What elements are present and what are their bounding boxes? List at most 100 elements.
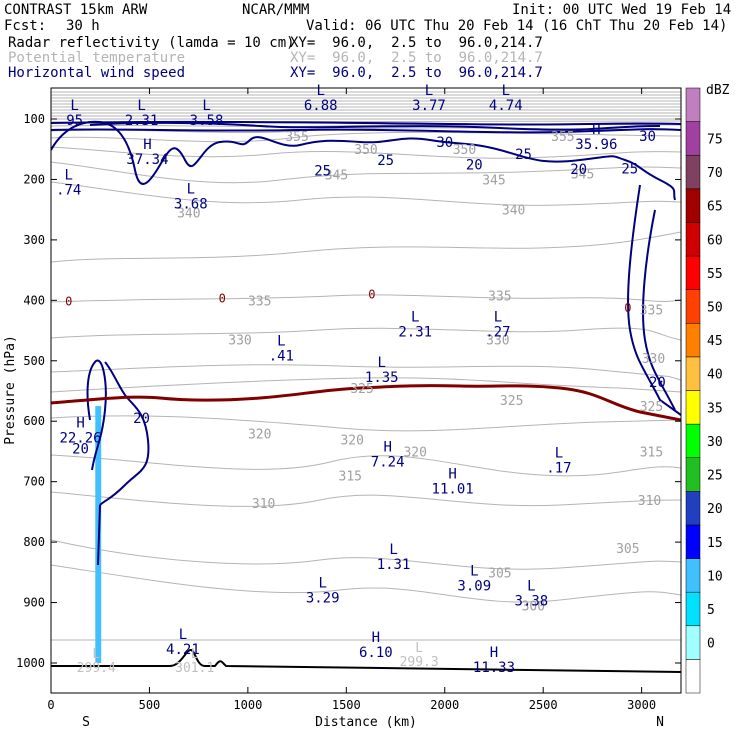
y-tick-label: 700	[23, 475, 45, 489]
colorbar-swatch	[685, 121, 701, 156]
y-tick-label: 200	[23, 172, 45, 186]
x-tick-label: 1000	[233, 698, 262, 712]
colorbar-level-label: 55	[707, 267, 723, 282]
wind-contour-label: 20	[649, 375, 666, 391]
colorbar-level-label: 70	[707, 166, 723, 181]
extremum-marker: L	[65, 167, 73, 183]
valid-time: Valid: 06 UTC Thu 20 Feb 14 (16 ChT Thu …	[306, 18, 728, 34]
extremum-value: 3.29	[306, 590, 340, 606]
colorbar-swatch	[685, 625, 701, 660]
extremum-value: .74	[56, 182, 81, 198]
colorbar-swatch	[685, 323, 701, 358]
colorbar-level-label: 5	[707, 603, 715, 618]
theta-contour-label: 355	[551, 130, 574, 145]
extremum-value: 3.58	[190, 113, 224, 129]
extremum-value: 6.88	[304, 98, 338, 114]
extremum-marker: L	[494, 309, 502, 325]
colorbar-level-label: 40	[707, 368, 723, 383]
extremum-value: 6.10	[359, 645, 393, 661]
field-theta-xy: XY= 96.0, 2.5 to 96.0,214.7	[290, 50, 543, 66]
wind-contour-label: 20	[72, 441, 89, 457]
dbz-colorbar: 0 5 10 15 20 25 30 35 40 45 50 55 60 65 70 75	[685, 87, 723, 694]
extremum-value: 4.74	[489, 98, 523, 114]
theta-contour-label: 335	[248, 294, 271, 309]
extremum-marker: L	[378, 355, 386, 371]
wind-contour-label: 25	[377, 153, 394, 169]
theta-contour-label: 335	[640, 303, 663, 318]
colorbar-level-label: 30	[707, 435, 723, 450]
theta-contour-label: 345	[571, 167, 594, 182]
wind-contour-label: 20	[570, 162, 587, 178]
extremum-marker: L	[411, 309, 419, 325]
colorbar-level-label: 50	[707, 300, 723, 315]
theta-extremum-marker: L	[191, 647, 199, 662]
extremum-marker: L	[470, 563, 478, 579]
theta-contour-label: 325	[500, 394, 523, 409]
y-tick-label: 300	[23, 233, 45, 247]
extremum-marker: L	[318, 575, 326, 591]
theta-contour-label: 310	[252, 497, 275, 512]
theta-extremum-marker: L	[415, 641, 423, 656]
theta-contour-label: 320	[403, 445, 426, 460]
zero-isotherm-label: 0	[368, 287, 375, 301]
y-tick-label: 900	[23, 596, 45, 610]
extremum-value: 11.01	[432, 482, 474, 498]
x-tick-label: 3000	[627, 698, 656, 712]
theta-contour-label: 330	[642, 352, 665, 367]
theta-extremum-value: 299.3	[400, 655, 439, 670]
x-tick-label: 2000	[430, 698, 459, 712]
wind-contour-label: 20	[133, 411, 150, 427]
extremum-value: 11.33	[473, 660, 515, 676]
colorbar-level-label: 60	[707, 233, 723, 248]
theta-contour-label: 335	[488, 289, 511, 304]
wind-contour-label: 25	[314, 163, 331, 179]
theta-extremum-value: 299.4	[77, 661, 116, 676]
colorbar-level-label: 10	[707, 569, 723, 584]
colorbar-level-label: 75	[707, 132, 723, 147]
theta-contour-label: 330	[228, 334, 251, 349]
theta-contour-label: 305	[488, 566, 511, 581]
theta-contour-label: 350	[354, 143, 377, 158]
extremum-marker: H	[490, 645, 498, 661]
x-tick-label: 1500	[332, 698, 361, 712]
organization-label: NCAR/MMM	[242, 2, 310, 18]
theta-contour-label: 330	[486, 334, 509, 349]
extremum-value: 3.38	[515, 593, 549, 609]
theta-contour-label: 350	[453, 143, 476, 158]
theta-contour-label: 345	[325, 169, 348, 184]
extremum-value: 7.24	[371, 454, 405, 470]
extremum-value: .17	[546, 460, 571, 476]
colorbar-level-label: 0	[707, 637, 715, 652]
extremum-marker: H	[143, 137, 151, 153]
theta-contour-label: 305	[616, 542, 639, 557]
forecast-label: Fcst:	[4, 18, 47, 34]
extremum-value: 1.35	[365, 370, 399, 386]
forecast-hour: 30 h	[66, 18, 100, 34]
extremum-value: 35.96	[575, 137, 617, 153]
colorbar-swatch	[685, 222, 701, 257]
colorbar-swatch	[685, 154, 701, 190]
theta-contour-label: 320	[340, 433, 363, 448]
field-reflectivity-name: Radar reflectivity (lamda = 10 cm)	[8, 35, 295, 51]
colorbar-swatch	[685, 255, 701, 290]
extremum-value: .41	[269, 349, 294, 365]
theta-contours-lower	[51, 231, 681, 641]
extremum-marker: L	[425, 83, 433, 99]
wind-contour-label: 25	[621, 162, 638, 178]
colorbar-swatch	[685, 390, 701, 425]
theta-contour-label: 315	[640, 445, 663, 460]
extremum-marker: L	[389, 542, 397, 558]
extremum-value: .27	[485, 324, 510, 340]
field-reflectivity-xy: XY= 96.0, 2.5 to 96.0,214.7	[290, 35, 543, 51]
wind-contours	[51, 120, 681, 566]
theta-contour-label: 320	[248, 427, 271, 442]
x-end-label-north: N	[656, 715, 664, 730]
colorbar-swatch	[685, 659, 701, 694]
colorbar-swatch	[685, 356, 701, 391]
wind-contour-label: 20	[466, 157, 483, 173]
colorbar-level-label: 20	[707, 502, 723, 517]
extremum-value: 3.68	[174, 196, 208, 212]
y-tick-label: 1000	[16, 656, 45, 670]
extremum-marker: H	[383, 439, 391, 455]
